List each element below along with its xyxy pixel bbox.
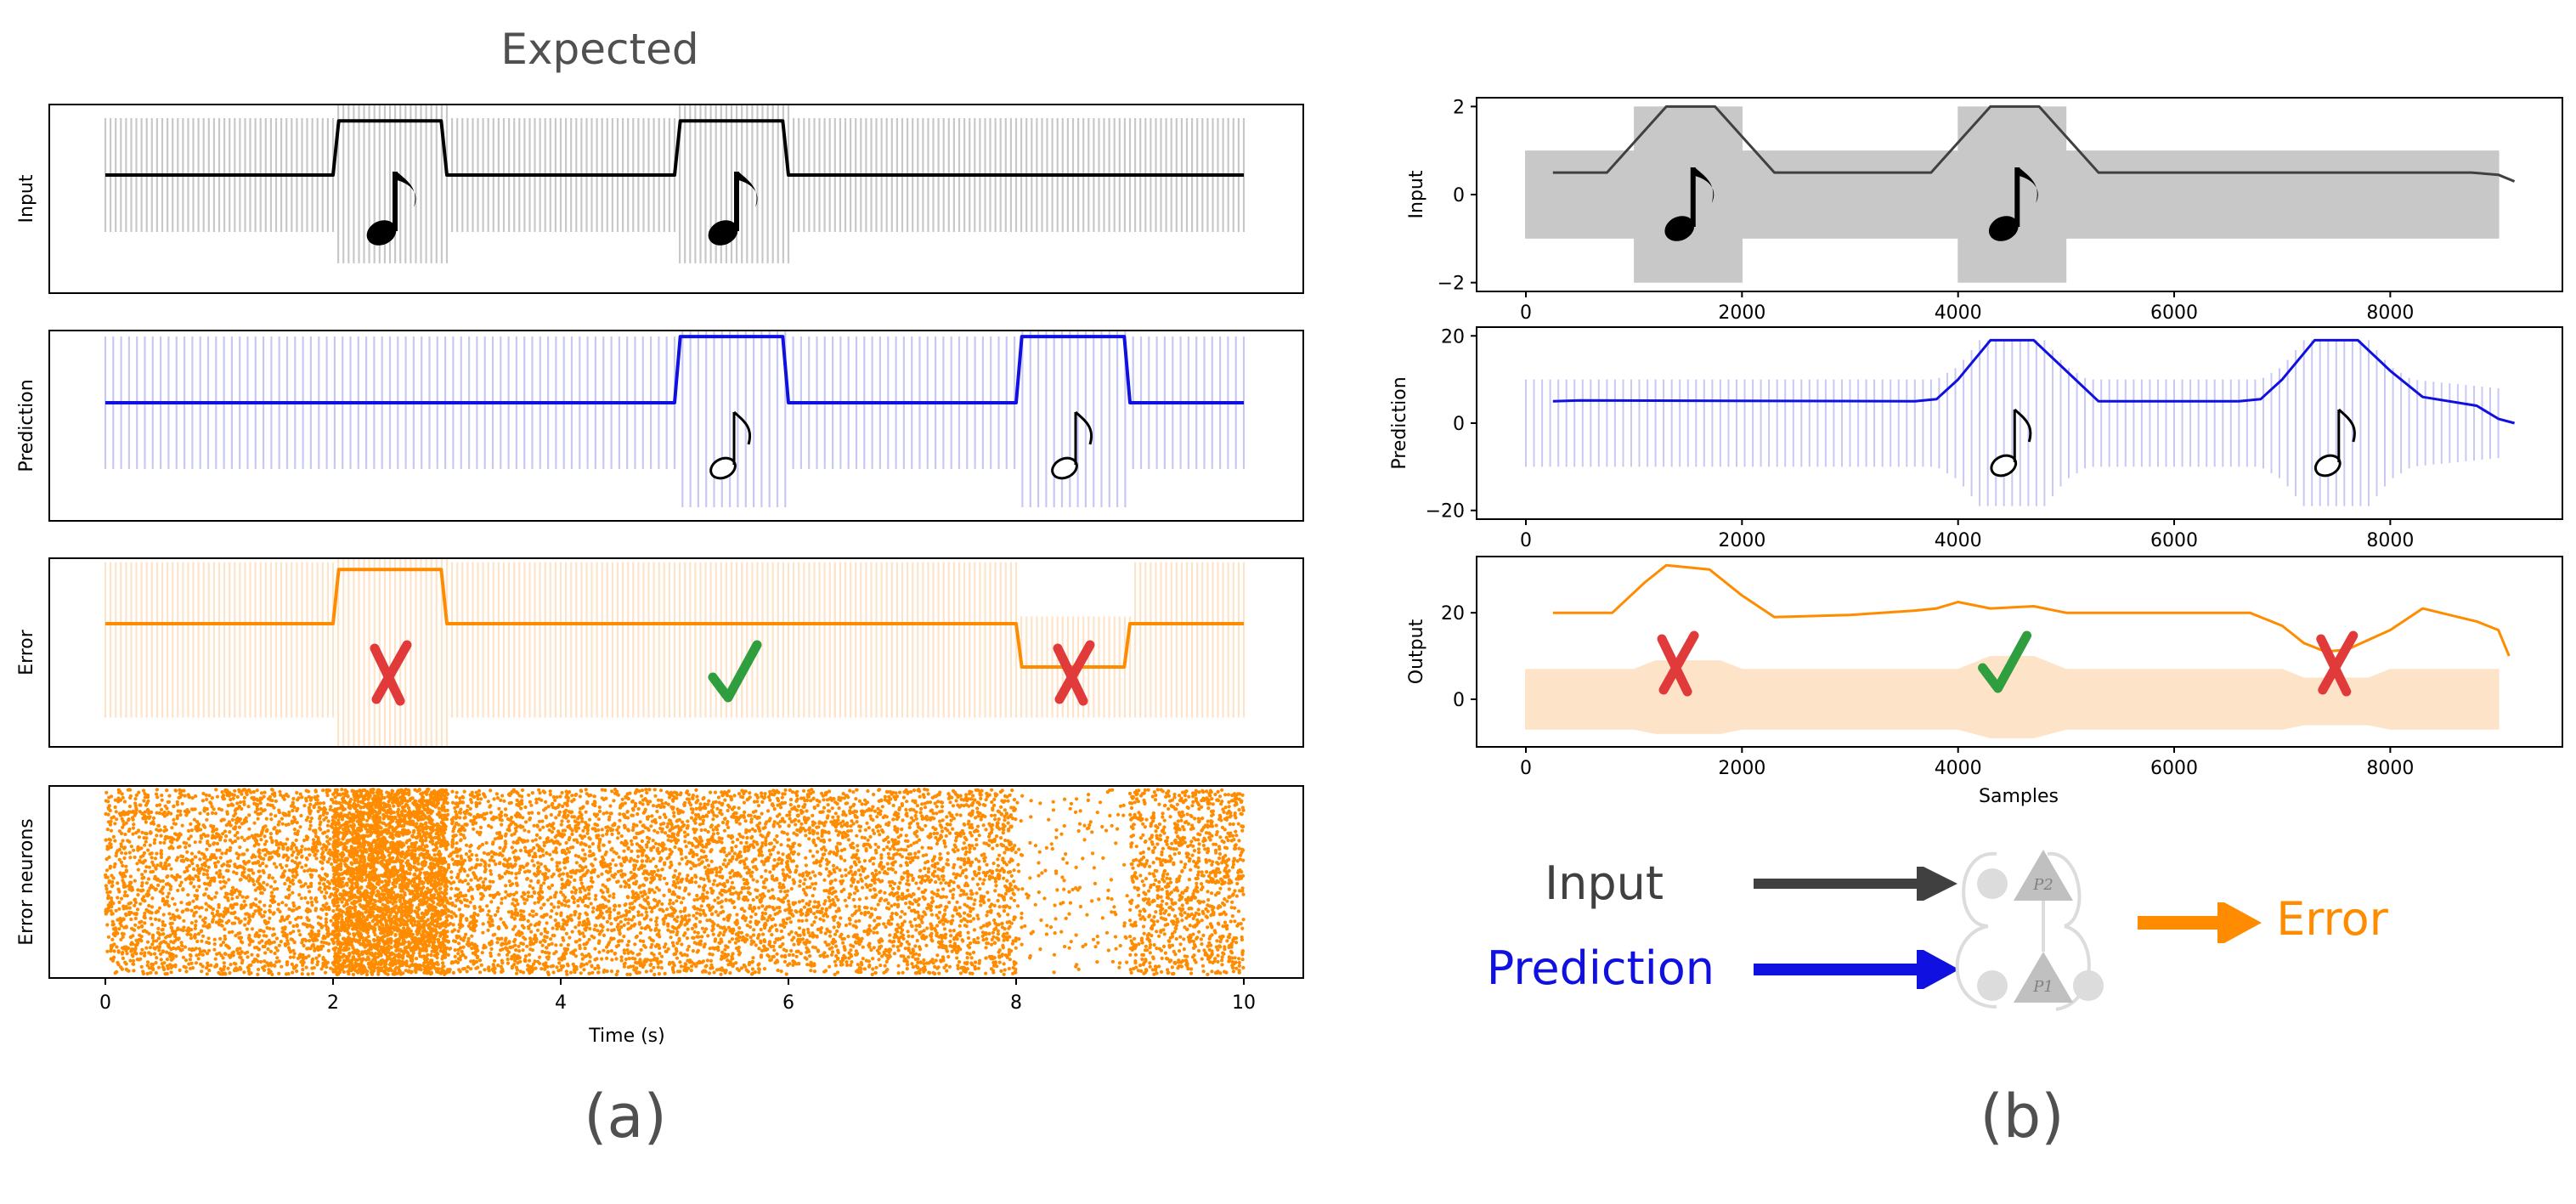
a-raster-dots xyxy=(104,787,1246,977)
b-prediction-ytick-label: 0 xyxy=(1453,414,1465,435)
a-raster-plot: 0 2 4 6 8 10 Error neurons Time (s) xyxy=(16,785,1304,1047)
a-raster-xtick-label: 6 xyxy=(782,992,794,1014)
b-input-ylabel: Input xyxy=(1406,170,1427,218)
b-prediction-oscillation xyxy=(1525,340,2500,506)
b-input-envelope xyxy=(1525,106,2500,283)
b-prediction-line xyxy=(1552,338,2515,425)
b-output-xtick-label: 2000 xyxy=(1718,758,1765,779)
diagram-p1-label: P1 xyxy=(2032,978,2053,996)
b-output-ticks: 0 2000 4000 6000 8000 0 20 xyxy=(1441,603,2414,779)
b-input-xtick-label: 0 xyxy=(1520,302,1532,324)
b-prediction-xtick-label: 6000 xyxy=(2150,530,2198,551)
b-input-xtick-label: 4000 xyxy=(1935,302,1982,324)
b-input-ytick-label: −2 xyxy=(1438,274,1465,295)
a-error-ylabel: Error xyxy=(16,629,37,675)
b-prediction-xtick-label: 2000 xyxy=(1718,530,1765,551)
a-error-marks xyxy=(370,640,1095,706)
b-output-check-mark-1 xyxy=(1978,630,2032,693)
b-input-envelope-fill xyxy=(1526,106,2499,283)
a-prediction-line xyxy=(105,335,1244,404)
a-raster-ylabel: Error neurons xyxy=(16,818,37,945)
b-input-xtick-label: 6000 xyxy=(2150,302,2198,324)
a-raster-spikes xyxy=(104,787,1246,977)
a-raster-xtick-label: 10 xyxy=(1232,992,1256,1014)
b-input-ticks: 0 2000 4000 6000 8000 −2 0 2 xyxy=(1438,97,2415,324)
a-error-check-mark-1 xyxy=(708,640,762,703)
b-output-cross-mark-2 xyxy=(2316,630,2359,697)
a-input-frame xyxy=(48,104,1304,294)
legend-diagram: Input Prediction P2 P1 Error xyxy=(1487,850,2389,1011)
b-prediction-envelope xyxy=(1525,340,2500,506)
a-error-frame xyxy=(48,557,1304,748)
b-output-xtick-label: 6000 xyxy=(2150,758,2198,779)
a-input-line xyxy=(105,119,1244,177)
a-error-envelope xyxy=(104,558,1246,747)
b-output-xtick-label: 4000 xyxy=(1935,758,1982,779)
a-raster-xtick-label: 8 xyxy=(1010,992,1022,1014)
figure-title: Expected xyxy=(500,25,698,74)
a-raster-xticks: 0 2 4 6 8 10 xyxy=(99,978,1256,1014)
panel-b-label: (b) xyxy=(1980,1082,2064,1151)
b-output-frame xyxy=(1476,556,2563,748)
b-output-xlabel: Samples xyxy=(1979,786,2059,807)
diagram-p2-label: P2 xyxy=(2032,876,2053,894)
b-output-marks xyxy=(1657,630,2359,697)
b-output-ytick-label: 0 xyxy=(1453,690,1465,711)
input-arrow xyxy=(1754,867,1957,901)
b-prediction-ylabel: Prediction xyxy=(1389,376,1410,469)
b-output-xtick-label: 0 xyxy=(1520,758,1532,779)
b-prediction-ytick-label: 20 xyxy=(1441,326,1465,348)
b-input-xtick-label: 8000 xyxy=(2366,302,2414,324)
a-error-oscillation xyxy=(104,558,1246,747)
a-prediction-frame xyxy=(48,330,1304,522)
b-output-envelope-fill xyxy=(1526,656,2499,738)
b-prediction-xtick-label: 0 xyxy=(1520,530,1532,551)
a-input-ylabel: Input xyxy=(16,174,37,223)
b-output-envelope xyxy=(1525,656,2500,738)
b-input-line xyxy=(1552,105,2516,183)
a-raster-frame xyxy=(48,785,1304,979)
a-raster-xtick-label: 4 xyxy=(555,992,567,1014)
a-raster-xtick-label: 2 xyxy=(327,992,339,1014)
error-arrow xyxy=(2138,902,2262,943)
b-output-ytick-label: 20 xyxy=(1441,603,1465,625)
a-prediction-notes xyxy=(706,410,1093,483)
diagram-input-label: Input xyxy=(1545,856,1664,910)
diagram-prediction-label: Prediction xyxy=(1487,941,1715,995)
b-prediction-xtick-label: 4000 xyxy=(1935,530,1982,551)
neuron-circuit-diagram xyxy=(1955,850,2104,1011)
b-input-xtick-label: 2000 xyxy=(1718,302,1765,324)
b-output-ylabel: Output xyxy=(1406,619,1427,684)
a-prediction-plot: Prediction xyxy=(16,330,1304,522)
b-prediction-xtick-label: 8000 xyxy=(2366,530,2414,551)
b-output-plot: 0 2000 4000 6000 8000 0 20 Output Samples xyxy=(1406,556,2563,807)
prediction-arrow xyxy=(1754,950,1959,989)
b-input-plot: 0 2000 4000 6000 8000 −2 0 2 Input xyxy=(1406,97,2563,324)
b-input-ytick-label: 2 xyxy=(1453,97,1465,118)
a-error-cross-mark-2 xyxy=(1053,640,1095,706)
diagram-error-label: Error xyxy=(2276,892,2388,946)
b-input-ytick-label: 0 xyxy=(1453,185,1465,206)
b-prediction-plot: 0 2000 4000 6000 8000 −20 0 20 Prediction xyxy=(1389,326,2563,551)
b-output-cross-mark-0 xyxy=(1657,630,1699,697)
a-raster-xlabel: Time (s) xyxy=(588,1026,664,1047)
b-prediction-notes xyxy=(1986,408,2356,481)
a-error-cross-mark-0 xyxy=(370,640,412,706)
panel-a-label: (a) xyxy=(584,1082,667,1151)
a-raster-xtick-label: 0 xyxy=(99,992,111,1014)
a-input-plot: Input xyxy=(16,104,1304,294)
b-prediction-note-1 xyxy=(2311,408,2356,481)
b-prediction-ytick-label: −20 xyxy=(1426,501,1465,523)
a-prediction-ylabel: Prediction xyxy=(16,379,37,472)
a-error-line xyxy=(105,568,1244,669)
b-prediction-ticks: 0 2000 4000 6000 8000 −20 0 20 xyxy=(1426,326,2415,551)
b-output-xtick-label: 8000 xyxy=(2366,758,2414,779)
a-error-plot: Error xyxy=(16,557,1304,748)
b-prediction-note-0 xyxy=(1986,408,2032,481)
b-output-line xyxy=(1552,563,2511,657)
